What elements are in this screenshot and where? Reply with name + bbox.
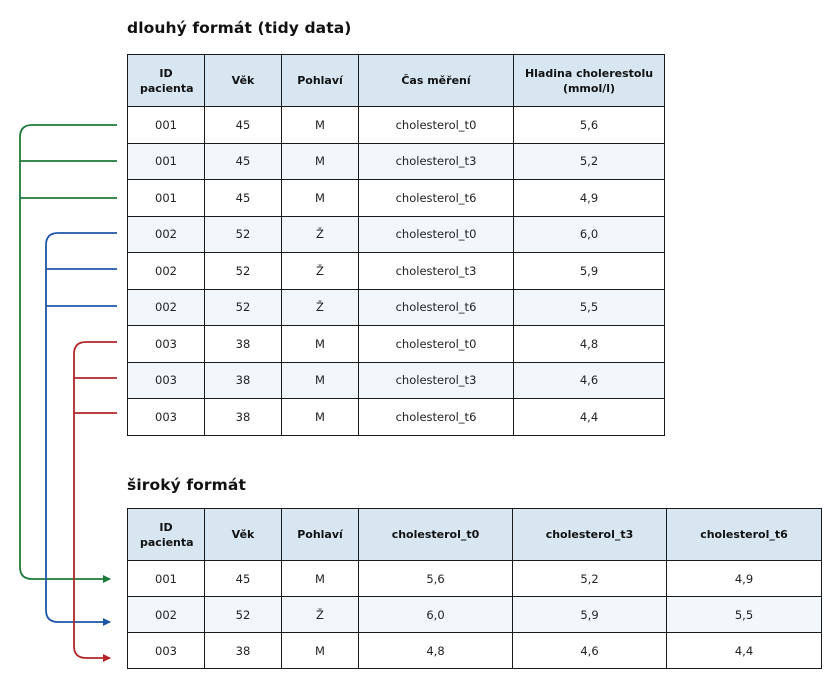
- cell-pohlavi: Ž: [281, 252, 359, 290]
- cell-cas: cholesterol_t6: [358, 179, 514, 217]
- cell-pohlavi: M: [281, 632, 359, 669]
- header-pohlavi: Pohlaví: [281, 54, 359, 107]
- cell-pohlavi: M: [281, 398, 359, 436]
- cell-hladina: 4,4: [513, 398, 665, 436]
- connector-patient-002: [45, 232, 117, 626]
- cell-vek: 52: [204, 288, 282, 326]
- cell-pohlavi: Ž: [281, 596, 359, 633]
- cell-cas: cholesterol_t3: [358, 142, 514, 180]
- cell-pohlavi: M: [281, 142, 359, 180]
- cell-vek: 45: [204, 142, 282, 180]
- table-row: 003 38 M cholesterol_t6 4,4: [127, 398, 665, 436]
- long-format-table: ID pacienta Věk Pohlaví Čas měření Hladi…: [127, 54, 665, 436]
- long-header-row: ID pacienta Věk Pohlaví Čas měření Hladi…: [127, 54, 665, 107]
- cell-hladina: 5,5: [513, 288, 665, 326]
- cell-pohlavi: M: [281, 361, 359, 399]
- cell-id: 002: [127, 596, 205, 633]
- connector-patient-001: [19, 124, 117, 583]
- cell-pohlavi: M: [281, 560, 359, 597]
- cell-vek: 52: [204, 596, 282, 633]
- cell-t3: 5,2: [512, 560, 667, 597]
- header-vek: Věk: [204, 508, 282, 561]
- table-row: 002 52 Ž 6,0 5,9 5,5: [127, 596, 822, 633]
- table-row: 002 52 Ž cholesterol_t3 5,9: [127, 252, 665, 290]
- wide-format-title: široký formát: [127, 476, 246, 494]
- header-cholesterol-t6: cholesterol_t6: [666, 508, 822, 561]
- cell-vek: 45: [204, 106, 282, 144]
- cell-hladina: 4,8: [513, 325, 665, 363]
- header-pohlavi: Pohlaví: [281, 508, 359, 561]
- table-row: 001 45 M 5,6 5,2 4,9: [127, 560, 822, 597]
- table-row: 003 38 M cholesterol_t3 4,6: [127, 361, 665, 399]
- cell-hladina: 6,0: [513, 215, 665, 253]
- cell-vek: 38: [204, 632, 282, 669]
- table-row: 002 52 Ž cholesterol_t6 5,5: [127, 288, 665, 326]
- wide-header-row: ID pacienta Věk Pohlaví cholesterol_t0 c…: [127, 508, 822, 561]
- cell-cas: cholesterol_t0: [358, 106, 514, 144]
- cell-id: 002: [127, 215, 205, 253]
- long-format-title: dlouhý formát (tidy data): [127, 19, 352, 37]
- cell-t0: 6,0: [358, 596, 513, 633]
- cell-id: 001: [127, 142, 205, 180]
- cell-hladina: 5,6: [513, 106, 665, 144]
- cell-pohlavi: M: [281, 179, 359, 217]
- cell-vek: 52: [204, 252, 282, 290]
- cell-pohlavi: M: [281, 106, 359, 144]
- table-row: 002 52 Ž cholesterol_t0 6,0: [127, 215, 665, 253]
- cell-pohlavi: Ž: [281, 215, 359, 253]
- cell-id: 003: [127, 632, 205, 669]
- table-row: 001 45 M cholesterol_t0 5,6: [127, 106, 665, 144]
- cell-t6: 4,4: [666, 632, 822, 669]
- table-row: 001 45 M cholesterol_t3 5,2: [127, 142, 665, 180]
- cell-cas: cholesterol_t6: [358, 398, 514, 436]
- header-hladina-cholesterolu: Hladina cholerestolu (mmol/l): [513, 54, 665, 107]
- connector-patient-003: [73, 341, 117, 662]
- cell-cas: cholesterol_t3: [358, 361, 514, 399]
- cell-t6: 5,5: [666, 596, 822, 633]
- cell-cas: cholesterol_t3: [358, 252, 514, 290]
- cell-vek: 52: [204, 215, 282, 253]
- wide-format-table: ID pacienta Věk Pohlaví cholesterol_t0 c…: [127, 508, 822, 669]
- cell-vek: 38: [204, 361, 282, 399]
- cell-t0: 4,8: [358, 632, 513, 669]
- cell-hladina: 5,2: [513, 142, 665, 180]
- cell-cas: cholesterol_t0: [358, 215, 514, 253]
- header-cholesterol-t0: cholesterol_t0: [358, 508, 513, 561]
- cell-hladina: 4,6: [513, 361, 665, 399]
- cell-id: 002: [127, 252, 205, 290]
- cell-id: 002: [127, 288, 205, 326]
- header-vek: Věk: [204, 54, 282, 107]
- cell-id: 001: [127, 560, 205, 597]
- cell-id: 003: [127, 325, 205, 363]
- cell-cas: cholesterol_t6: [358, 288, 514, 326]
- cell-pohlavi: Ž: [281, 288, 359, 326]
- header-cholesterol-t3: cholesterol_t3: [512, 508, 667, 561]
- cell-t3: 5,9: [512, 596, 667, 633]
- cell-t3: 4,6: [512, 632, 667, 669]
- table-row: 003 38 M 4,8 4,6 4,4: [127, 632, 822, 669]
- cell-id: 003: [127, 398, 205, 436]
- header-cas-mereni: Čas měření: [358, 54, 514, 107]
- cell-cas: cholesterol_t0: [358, 325, 514, 363]
